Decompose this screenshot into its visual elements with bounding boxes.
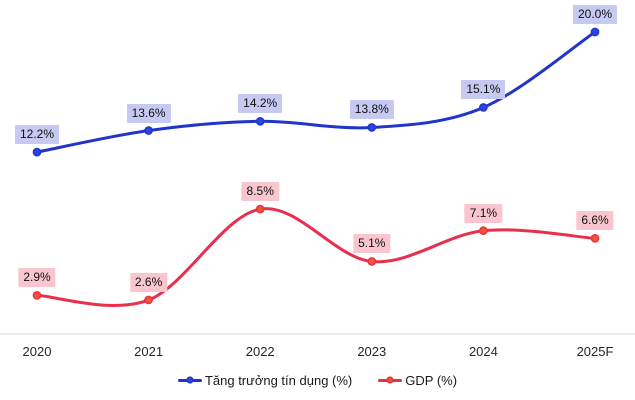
legend-label-credit-growth: Tăng trưởng tín dụng (%): [204, 372, 353, 388]
data-point-gdp-2024: [479, 226, 488, 236]
x-tick-label-2021: 2021: [134, 344, 163, 359]
legend-dot-blue-icon: [186, 376, 194, 384]
x-tick-label-2023: 2023: [357, 344, 386, 359]
data-point-credit-growth-2025f: [590, 27, 600, 37]
data-point-credit-growth-2022: [255, 116, 265, 126]
legend-label-gdp: GDP (%): [405, 372, 458, 388]
data-point-gdp-2021: [144, 295, 153, 305]
data-point-credit-growth-2021: [144, 126, 153, 135]
data-point-gdp-2023: [367, 257, 377, 266]
x-tick-label-2024: 2024: [469, 344, 498, 359]
data-point-gdp-2025f: [590, 234, 600, 243]
chart-line-gdp: [35, 207, 597, 307]
data-point-gdp-2022: [255, 204, 265, 214]
data-point-credit-growth-2023: [367, 123, 377, 132]
x-tick-label-2025f: 2025F: [577, 344, 614, 359]
data-point-gdp-2020: [32, 290, 42, 300]
chart-line-credit-growth: [35, 30, 597, 154]
legend-item-credit-growth: Tăng trưởng tín dụng (%): [177, 372, 353, 388]
legend-item-gdp: GDP (%): [378, 373, 457, 388]
data-point-credit-growth-2020: [32, 147, 42, 157]
x-tick-label-2022: 2022: [246, 344, 275, 359]
data-point-credit-growth-2024: [479, 103, 488, 112]
legend-dot-red-icon: [386, 376, 394, 384]
legend: Tăng trưởng tín dụng (%) GDP (%): [0, 371, 635, 389]
legend-line-marker-red-icon: [378, 376, 403, 384]
legend-line-marker-blue-icon: [177, 376, 202, 384]
x-tick-label-2020: 2020: [23, 344, 52, 359]
